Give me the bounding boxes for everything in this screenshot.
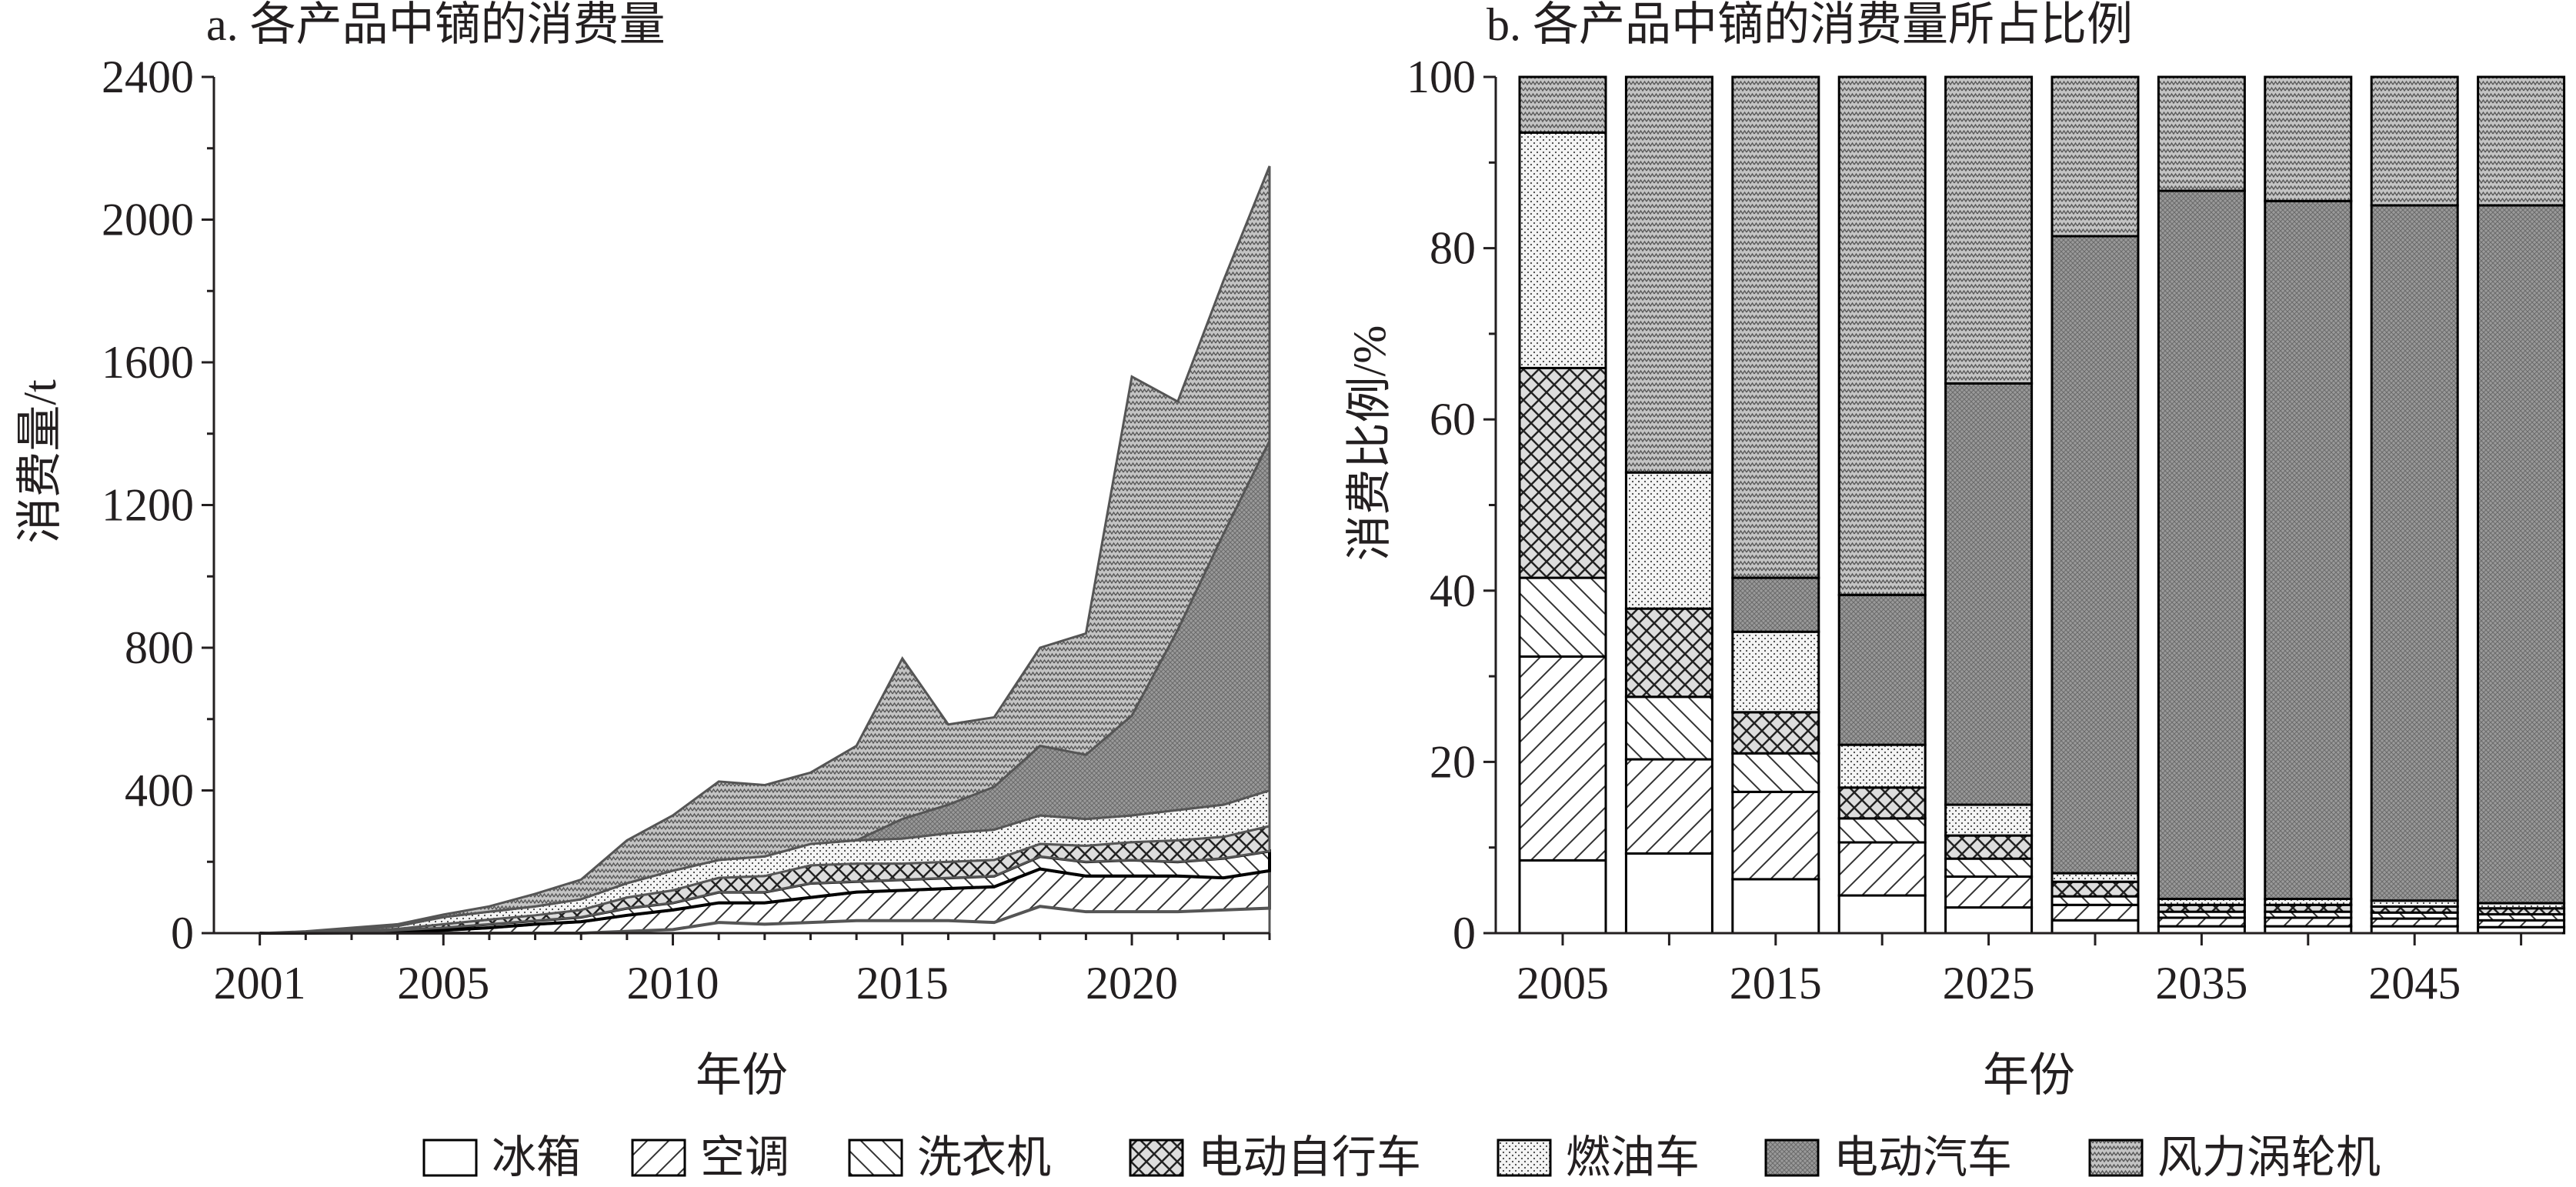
- chart-title: a. 各产品中镝的消费量: [206, 0, 666, 50]
- bar-segment-2: [1944, 857, 2034, 879]
- x-axis-label: 年份: [696, 1050, 788, 1101]
- bar-segment-1: [1731, 790, 1820, 881]
- y-axis-label: 消费量/t: [15, 379, 65, 544]
- bar-segment-4: [1624, 471, 1713, 610]
- bar-segment-5: [2157, 189, 2246, 900]
- bar-segment-0: [1837, 894, 1927, 935]
- legend-label: 电动汽车: [1834, 1132, 2012, 1182]
- bar-segment-5: [2370, 204, 2459, 902]
- y-tick-label: 20: [1430, 736, 1476, 787]
- bar-segment-0: [1944, 906, 2034, 935]
- y-tick-label: 1200: [102, 480, 194, 531]
- chart-title: b. 各产品中镝的消费量所占比例: [1487, 0, 2133, 50]
- y-axis-label: 消费比例/%: [1344, 325, 1395, 562]
- bar-segment-1: [1944, 875, 2034, 909]
- bar-segment-6: [2050, 75, 2140, 238]
- bar-segment-6: [2370, 75, 2459, 207]
- area-chart-consumption: 0 400 800 1200 1600 2000 2400 2001 2005 2010 2015 2…: [15, 0, 1271, 1101]
- y-tick-label: 400: [125, 765, 194, 816]
- bar-segment-5: [2050, 235, 2140, 875]
- legend-swatch-0: [422, 1139, 478, 1177]
- x-axis-label: 年份: [1983, 1050, 2075, 1101]
- x-tick-label: 2010: [627, 958, 719, 1009]
- bar-segment-5: [1731, 576, 1820, 633]
- bar-segment-4: [1518, 131, 1607, 369]
- bar-segment-0: [2050, 919, 2140, 935]
- y-tick-label: 40: [1430, 565, 1476, 616]
- bar-segment-1: [1518, 655, 1607, 862]
- bar-segment-0: [1731, 878, 1820, 935]
- x-tick-label: 2020: [1086, 958, 1178, 1009]
- legend-label: 冰箱: [492, 1132, 581, 1182]
- bar-segment-6: [1518, 75, 1607, 134]
- x-tick-label: 2001: [214, 958, 306, 1009]
- bar-segment-6: [2157, 75, 2246, 192]
- bar-segment-3: [2050, 880, 2140, 898]
- y-tick-label: 80: [1430, 223, 1476, 274]
- legend-swatch-2: [848, 1139, 903, 1177]
- y-tick-label: 0: [1453, 908, 1476, 959]
- bar-segment-2: [1837, 817, 1927, 844]
- bar-segment-1: [2157, 916, 2246, 928]
- legend-label: 电动自行车: [1198, 1132, 1421, 1182]
- y-tick-label: 0: [171, 908, 194, 959]
- bar-segment-5: [1837, 593, 1927, 746]
- y-tick-label: 2000: [102, 195, 194, 245]
- bar-chart-proportion: 0 20 40 60 80 100 2005 2015 2025 2035 2045 b. 各产品中镝…: [1344, 0, 2566, 1101]
- bar-segment-6: [1837, 75, 1927, 596]
- legend-label: 空调: [700, 1132, 789, 1182]
- y-tick-label: 60: [1430, 394, 1476, 445]
- bar-segment-3: [1944, 834, 2034, 860]
- bar-segment-5: [2264, 199, 2353, 900]
- bar-segment-6: [1731, 75, 1820, 579]
- legend-swatch-4: [1497, 1139, 1552, 1177]
- legend-swatch-1: [631, 1139, 686, 1177]
- bar-segment-4: [1731, 630, 1820, 714]
- legend-label: 燃油车: [1566, 1132, 1700, 1182]
- bar-segment-5: [1944, 382, 2034, 806]
- legend-label: 风力涡轮机: [2157, 1132, 2381, 1182]
- bar-segment-2: [1624, 695, 1713, 761]
- y-tick-label: 2400: [102, 52, 194, 102]
- bar-segment-6: [2264, 75, 2353, 202]
- bar-segment-2: [1518, 576, 1607, 659]
- bar-segment-6: [2477, 75, 2566, 207]
- bar-segment-0: [1518, 859, 1607, 935]
- bar-segment-5: [2477, 204, 2566, 905]
- bar-segment-2: [1731, 752, 1820, 793]
- legend-swatch-6: [2088, 1139, 2144, 1177]
- bar-segment-1: [1837, 841, 1927, 897]
- bar-segment-1: [2370, 917, 2459, 928]
- x-tick-label: 2005: [397, 958, 489, 1009]
- bar-segment-2: [2050, 895, 2140, 906]
- bar-segment-3: [1837, 786, 1927, 820]
- x-tick-label: 2025: [1943, 958, 2035, 1009]
- bar-segment-6: [1944, 75, 2034, 385]
- x-tick-label: 2035: [2155, 958, 2247, 1009]
- legend-swatch-5: [1764, 1139, 1820, 1177]
- y-tick-label: 800: [125, 622, 194, 673]
- bar-segment-3: [1731, 711, 1820, 755]
- bar-segment-0: [1624, 852, 1713, 935]
- area-series-6: [259, 165, 1271, 935]
- bar-segment-4: [1837, 743, 1927, 789]
- x-tick-label: 2045: [2368, 958, 2461, 1009]
- x-tick-label: 2015: [1730, 958, 1822, 1009]
- bar-segment-3: [1518, 366, 1607, 579]
- bar-segment-3: [1624, 607, 1713, 699]
- bar-segment-1: [2264, 916, 2353, 928]
- x-tick-label: 2005: [1517, 958, 1609, 1009]
- y-tick-label: 100: [1406, 52, 1476, 102]
- bar-segment-1: [1624, 758, 1713, 855]
- legend-label: 洗衣机: [917, 1132, 1051, 1182]
- bar-segment-4: [2050, 872, 2140, 883]
- bar-segment-6: [1624, 75, 1713, 474]
- bar-segment-4: [1944, 803, 2034, 837]
- legend: 冰箱 空调 洗衣机 电动自行车 燃油车 电动汽车 风力涡轮机: [422, 1132, 2381, 1182]
- y-tick-label: 1600: [102, 337, 194, 388]
- bar-segment-1: [2050, 903, 2140, 922]
- legend-swatch-3: [1129, 1139, 1184, 1177]
- x-tick-label: 2015: [856, 958, 949, 1009]
